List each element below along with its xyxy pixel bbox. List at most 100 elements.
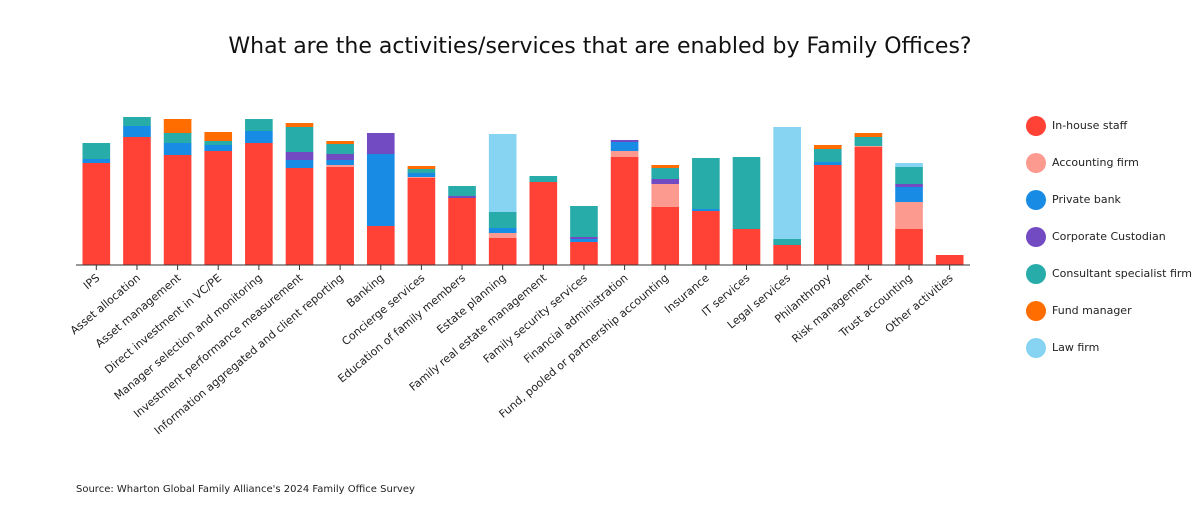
bar-investment-performance-measurement-consultant-specialist-firm — [285, 127, 314, 152]
bar-philanthropy-fund-manager — [813, 145, 842, 149]
bar-asset-management-fund-manager — [163, 119, 192, 133]
bar-ips-in-house-staff — [82, 163, 111, 265]
bar-risk-management-in-house-staff — [854, 147, 883, 265]
bar-estate-planning-in-house-staff — [488, 238, 517, 265]
bar-estate-planning-accounting-firm — [488, 233, 517, 238]
bar-information-aggregated-and-client-reporting-accounting-firm — [326, 165, 354, 167]
bar-philanthropy-in-house-staff — [813, 165, 842, 265]
bar-banking-corporate-custodian — [366, 133, 395, 154]
bar-education-of-family-members-in-house-staff — [448, 198, 476, 265]
x-tick-label-asset-allocation: Asset allocation — [68, 271, 143, 337]
bar-investment-performance-measurement-private-bank — [285, 160, 314, 168]
bar-trust-accounting-accounting-firm — [895, 202, 923, 229]
legend-swatch — [1026, 264, 1046, 284]
bar-family-security-services-private-bank — [570, 239, 598, 242]
x-tick-label-ips: IPS — [81, 271, 102, 292]
bar-trust-accounting-in-house-staff — [895, 229, 923, 265]
chart-title: What are the activities/services that ar… — [228, 34, 972, 59]
bar-insurance-in-house-staff — [692, 211, 720, 265]
bar-trust-accounting-law-firm — [895, 163, 923, 167]
bar-insurance-consultant-specialist-firm — [692, 158, 720, 209]
bar-ips-consultant-specialist-firm — [82, 143, 111, 159]
bar-concierge-services-accounting-firm — [407, 177, 436, 178]
bar-manager-selection-and-monitoring-consultant-specialist-firm — [245, 119, 273, 131]
bar-concierge-services-in-house-staff — [407, 178, 436, 265]
bar-banking-in-house-staff — [366, 226, 395, 265]
bar-family-real-estate-management-in-house-staff — [529, 182, 558, 265]
x-tick-label-other-activities: Other activities — [883, 271, 956, 335]
bar-risk-management-consultant-specialist-firm — [854, 137, 883, 146]
bar-trust-accounting-private-bank — [895, 187, 923, 202]
bar-concierge-services-private-bank — [407, 173, 436, 177]
bar-fund-pooled-or-partnership-accounting-accounting-firm — [651, 184, 680, 207]
bar-legal-services-consultant-specialist-firm — [773, 239, 801, 245]
bar-manager-selection-and-monitoring-in-house-staff — [245, 143, 273, 265]
bar-education-of-family-members-consultant-specialist-firm — [448, 186, 476, 196]
bar-asset-management-in-house-staff — [163, 155, 192, 265]
bar-legal-services-in-house-staff — [773, 245, 801, 265]
bar-asset-allocation-private-bank — [123, 126, 151, 137]
bar-risk-management-fund-manager — [854, 133, 883, 137]
bar-financial-administration-in-house-staff — [610, 157, 639, 265]
bar-ips-private-bank — [82, 159, 111, 163]
bar-trust-accounting-corporate-custodian — [895, 184, 923, 187]
bar-education-of-family-members-corporate-custodian — [448, 196, 476, 198]
bar-fund-pooled-or-partnership-accounting-corporate-custodian — [651, 179, 680, 184]
bar-fund-pooled-or-partnership-accounting-consultant-specialist-firm — [651, 168, 680, 179]
bar-direct-investment-in-vc-pe-private-bank — [204, 145, 233, 151]
bar-information-aggregated-and-client-reporting-in-house-staff — [326, 167, 354, 265]
legend-swatch — [1026, 227, 1046, 247]
bar-fund-pooled-or-partnership-accounting-in-house-staff — [651, 207, 680, 265]
bar-direct-investment-in-vc-pe-consultant-specialist-firm — [204, 141, 233, 145]
bar-estate-planning-consultant-specialist-firm — [488, 212, 517, 228]
legend-swatch — [1026, 116, 1046, 136]
bar-it-services-consultant-specialist-firm — [732, 157, 761, 229]
bar-banking-private-bank — [366, 154, 395, 226]
bar-family-security-services-in-house-staff — [570, 242, 598, 265]
bar-asset-allocation-in-house-staff — [123, 137, 151, 265]
bar-investment-performance-measurement-corporate-custodian — [285, 152, 314, 160]
bars-group — [82, 117, 964, 265]
bar-direct-investment-in-vc-pe-fund-manager — [204, 132, 233, 141]
bar-concierge-services-fund-manager — [407, 166, 436, 169]
x-tick-label-information-aggregated-and-client-reporting: Information aggregated and client report… — [152, 271, 346, 437]
bar-philanthropy-consultant-specialist-firm — [813, 149, 842, 162]
bar-direct-investment-in-vc-pe-in-house-staff — [204, 151, 233, 265]
source-note: Source: Wharton Global Family Alliance's… — [76, 484, 415, 495]
bar-family-security-services-corporate-custodian — [570, 237, 598, 239]
bar-insurance-private-bank — [692, 209, 720, 211]
bar-estate-planning-private-bank — [488, 228, 517, 233]
bar-estate-planning-law-firm — [488, 134, 517, 212]
legend-swatch — [1026, 301, 1046, 321]
bar-asset-management-private-bank — [163, 143, 192, 155]
bar-investment-performance-measurement-fund-manager — [285, 123, 314, 127]
bar-trust-accounting-consultant-specialist-firm — [895, 167, 923, 184]
bar-information-aggregated-and-client-reporting-private-bank — [326, 160, 354, 165]
bar-fund-pooled-or-partnership-accounting-fund-manager — [651, 165, 680, 168]
legend-label: Law firm — [1052, 341, 1100, 354]
bar-financial-administration-private-bank — [610, 142, 639, 151]
legend-label: Consultant specialist firm — [1052, 267, 1192, 280]
bar-concierge-services-consultant-specialist-firm — [407, 169, 436, 173]
bar-family-real-estate-management-consultant-specialist-firm — [529, 176, 558, 182]
legend-label: Accounting firm — [1052, 156, 1139, 169]
bar-asset-allocation-consultant-specialist-firm — [123, 117, 151, 126]
bar-it-services-in-house-staff — [732, 229, 761, 265]
bar-investment-performance-measurement-in-house-staff — [285, 168, 314, 265]
bar-information-aggregated-and-client-reporting-fund-manager — [326, 141, 354, 144]
x-tick-label-estate-planning: Estate planning — [434, 271, 508, 336]
bar-financial-administration-corporate-custodian — [610, 140, 639, 142]
bar-financial-administration-accounting-firm — [610, 151, 639, 157]
legend-label: Corporate Custodian — [1052, 230, 1166, 243]
legend-swatch — [1026, 190, 1046, 210]
bar-legal-services-law-firm — [773, 127, 801, 239]
x-tick-label-manager-selection-and-monitoring: Manager selection and monitoring — [112, 271, 265, 402]
bar-other-activities-in-house-staff — [935, 255, 964, 265]
legend-label: In-house staff — [1052, 119, 1128, 132]
bar-asset-management-consultant-specialist-firm — [163, 133, 192, 143]
bar-risk-management-accounting-firm — [854, 146, 883, 147]
bar-philanthropy-private-bank — [813, 162, 842, 165]
bar-family-security-services-consultant-specialist-firm — [570, 206, 598, 237]
